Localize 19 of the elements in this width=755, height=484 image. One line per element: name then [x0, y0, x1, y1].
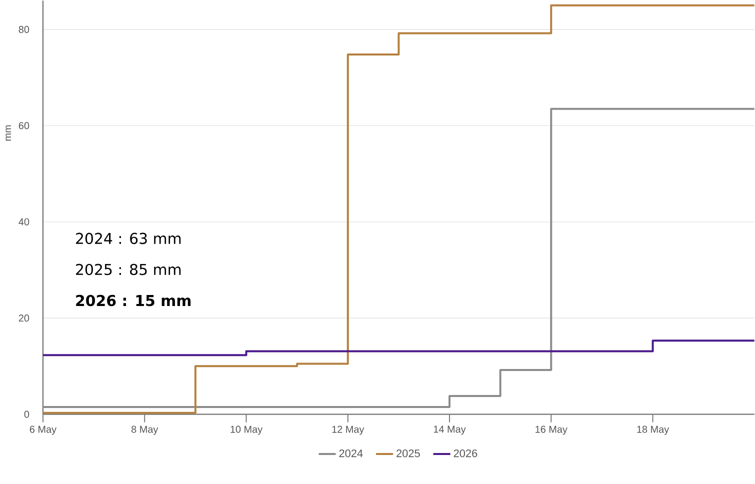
y-tick-label: 0 [24, 410, 30, 418]
annotation: 2024 : 63 mm [76, 232, 181, 244]
legend-label: 2025 [396, 449, 420, 458]
y-tick-label: 40 [18, 218, 30, 226]
annotation: 2025 : 85 mm [76, 264, 181, 276]
x-tick-label: 14 May [434, 426, 466, 435]
x-tick-label: 6 May [30, 426, 57, 435]
y-tick-label: 20 [18, 314, 30, 322]
x-tick-label: 12 May [332, 426, 364, 435]
y-axis-title: mm [6, 125, 12, 141]
x-tick-label: 10 May [230, 426, 263, 435]
x-tick-label: 18 May [637, 426, 670, 435]
legend-label: 2024 [339, 449, 363, 458]
x-tick-label: 8 May [131, 426, 158, 435]
y-tick-label: 80 [18, 26, 30, 33]
annotation: 2026 : 15 mm [76, 294, 191, 306]
x-tick-label: 16 May [536, 426, 568, 435]
legend-label: 2026 [454, 449, 478, 458]
y-tick-label: 60 [18, 122, 30, 130]
